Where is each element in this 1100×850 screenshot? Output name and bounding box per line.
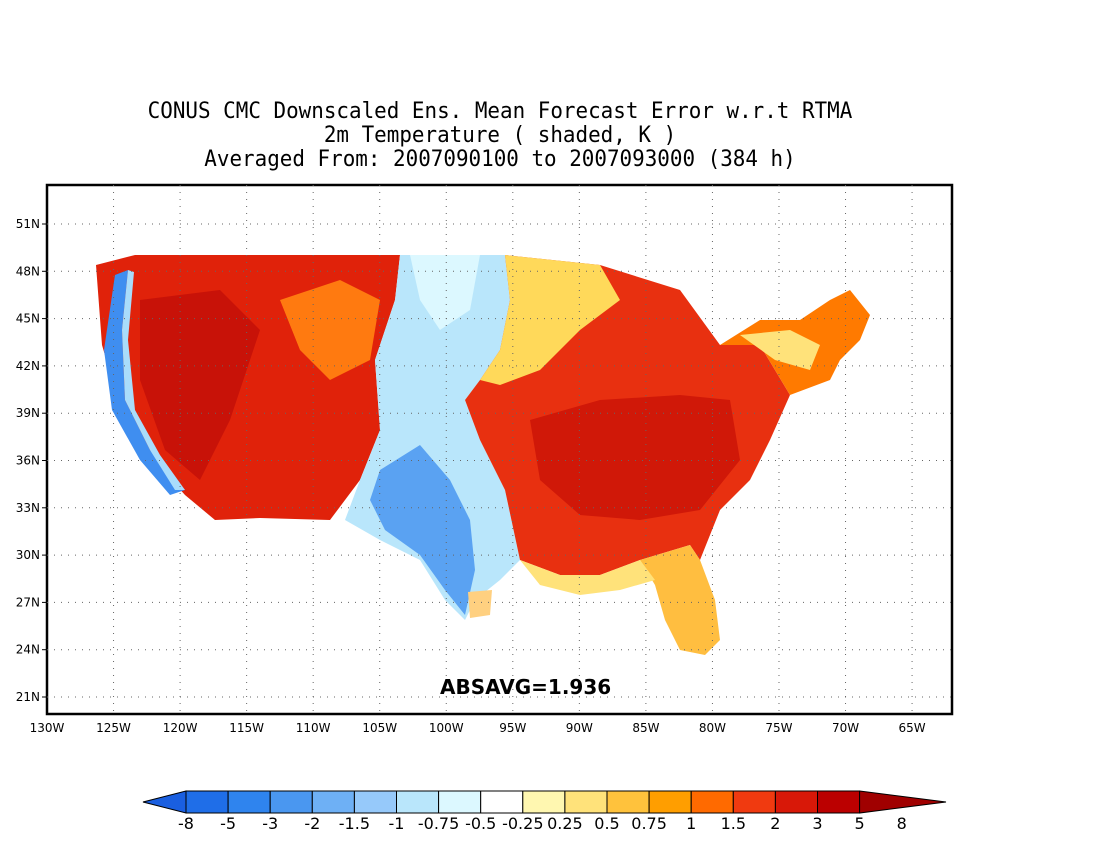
lon-tick-label: 85W — [632, 721, 659, 735]
lon-tick-label: 80W — [699, 721, 726, 735]
colorbar-label: -8 — [178, 814, 194, 833]
region-south-texas-mild — [468, 590, 492, 618]
lat-tick-label: 36N — [16, 454, 40, 468]
region-plains-blue — [370, 445, 475, 615]
region-west-coast-lightcool — [122, 270, 185, 490]
region-west-coast-cool — [104, 270, 185, 495]
lon-tick-label: 90W — [566, 721, 593, 735]
colorbar-swatch — [185, 790, 229, 814]
lat-tick-label: 48N — [16, 264, 40, 278]
colorbar-swatch — [690, 790, 734, 814]
colorbar-arrow-low — [142, 790, 187, 814]
lon-tick-label: 75W — [765, 721, 792, 735]
longitude-tick-labels: 130W 125W 120W 115W 110W 105W 100W 95W 90W 85W 80W… — [30, 721, 926, 735]
colorbar-swatch — [269, 790, 313, 814]
region-east-yellow-band — [480, 255, 620, 385]
lat-tick-label: 51N — [16, 217, 40, 231]
region-west-darkwarm — [140, 290, 260, 480]
region-east-darkwarm — [530, 395, 740, 520]
lon-tick-label: 105W — [362, 721, 397, 735]
colorbar-swatch — [438, 790, 482, 814]
lat-tick-label: 45N — [16, 312, 40, 326]
region-north-plains-pale — [410, 255, 480, 330]
absavg-statistic: ABSAVG=1.936 — [440, 675, 611, 699]
colorbar-label: 2 — [770, 814, 780, 833]
lat-tick-label: 27N — [16, 595, 40, 609]
region-florida-mild — [640, 545, 720, 655]
region-west-orange — [280, 280, 380, 380]
lat-tick-label: 42N — [16, 359, 40, 373]
colorbar-label: -0.5 — [465, 814, 496, 833]
lon-tick-label: 130W — [30, 721, 65, 735]
colorbar-label: -5 — [220, 814, 236, 833]
colorbar-swatch — [817, 790, 861, 814]
lon-tick-label: 115W — [229, 721, 264, 735]
colorbar-swatch — [732, 790, 776, 814]
colorbar-swatch — [774, 790, 819, 814]
colorbar-label: -2 — [304, 814, 320, 833]
lat-tick-label: 33N — [16, 501, 40, 515]
colorbar-swatch — [311, 790, 355, 814]
colorbar-label: 1 — [686, 814, 696, 833]
colorbar-label: -0.25 — [502, 814, 543, 833]
colorbar-swatch — [227, 790, 271, 814]
lon-tick-label: 95W — [499, 721, 526, 735]
lon-tick-label: 70W — [832, 721, 859, 735]
colorbar-arrow-high — [859, 790, 947, 814]
latitude-tick-labels: 21N 24N 27N 30N 33N 36N 39N 42N 45N 48N 51N — [16, 217, 47, 704]
colorbar-swatch — [606, 790, 650, 814]
lat-tick-label: 24N — [16, 643, 40, 657]
colorbar-swatch — [353, 790, 397, 814]
lat-tick-label: 30N — [16, 548, 40, 562]
title-line-1: CONUS CMC Downscaled Ens. Mean Forecast … — [147, 99, 853, 124]
lon-tick-label: 100W — [429, 721, 464, 735]
colorbar-label: -0.75 — [418, 814, 459, 833]
title-line-3: Averaged From: 2007090100 to 2007093000 … — [204, 147, 796, 172]
colorbar-label: 0.25 — [547, 814, 583, 833]
temperature-error-field — [96, 255, 870, 655]
colorbar-swatch — [522, 790, 566, 814]
colorbar-label: 0.75 — [631, 814, 667, 833]
colorbar-label: 5 — [855, 814, 865, 833]
lat-tick-label: 39N — [16, 406, 40, 420]
colorbar: -8 -5 -3 -2 -1.5 -1 -0.75 -0.5 -0.25 0.25 0.5 0.75 1… — [142, 790, 947, 833]
map-frame — [45, 183, 954, 716]
region-northeast-yellow — [740, 330, 820, 370]
lon-tick-label: 125W — [96, 721, 131, 735]
colorbar-label: 0.5 — [594, 814, 619, 833]
colorbar-label: 8 — [897, 814, 907, 833]
colorbar-label: -3 — [262, 814, 278, 833]
colorbar-label: 1.5 — [721, 814, 746, 833]
colorbar-swatch — [480, 790, 524, 814]
colorbar-label: -1 — [389, 814, 405, 833]
region-gulf-yellow — [520, 560, 655, 595]
colorbar-swatch — [648, 790, 692, 814]
lon-tick-label: 110W — [296, 721, 331, 735]
lon-tick-label: 65W — [899, 721, 926, 735]
colorbar-swatch — [564, 790, 608, 814]
colorbar-label: 3 — [812, 814, 822, 833]
colorbar-label: -1.5 — [339, 814, 370, 833]
colorbar-swatch — [396, 790, 440, 814]
lat-tick-label: 21N — [16, 690, 40, 704]
map-title: CONUS CMC Downscaled Ens. Mean Forecast … — [25, 100, 975, 172]
title-line-2: 2m Temperature ( shaded, K ) — [323, 123, 677, 148]
lon-tick-label: 120W — [163, 721, 198, 735]
